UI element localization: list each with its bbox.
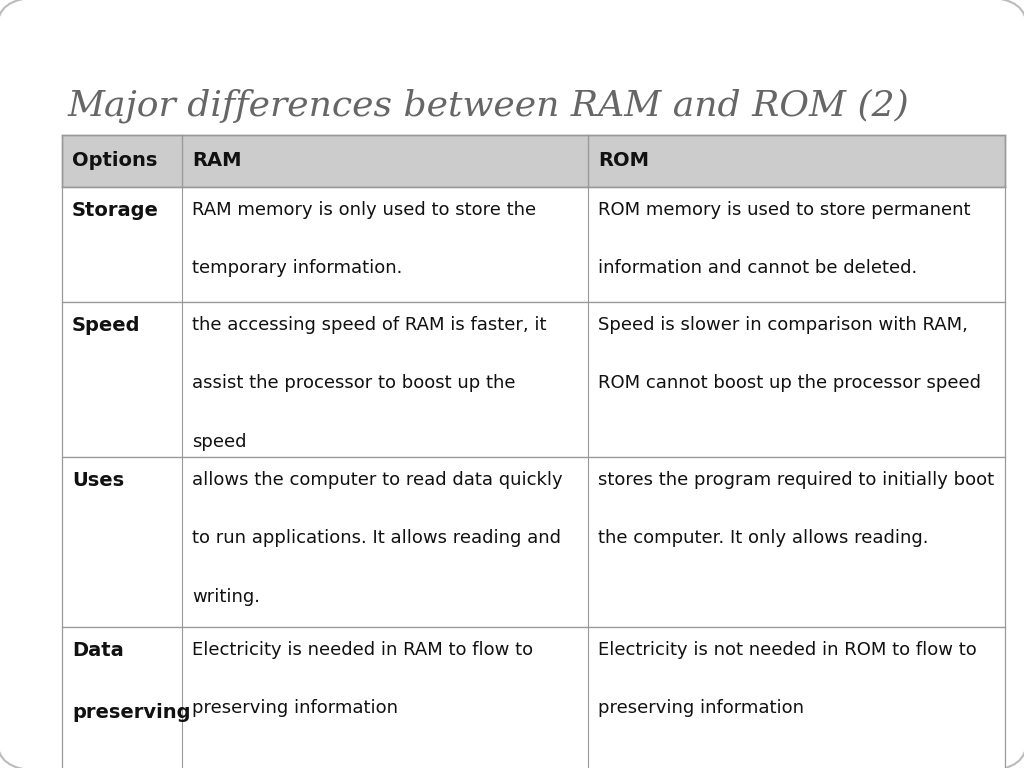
Text: Speed: Speed <box>72 316 140 335</box>
Text: Uses: Uses <box>72 471 124 490</box>
Text: RAM memory is only used to store the

temporary information.: RAM memory is only used to store the tem… <box>193 201 537 277</box>
Bar <box>62 457 1005 627</box>
Bar <box>62 135 1005 187</box>
Text: Data

preserving: Data preserving <box>72 641 190 722</box>
Bar <box>62 627 1005 768</box>
Text: the accessing speed of RAM is faster, it

assist the processor to boost up the

: the accessing speed of RAM is faster, it… <box>193 316 547 451</box>
Bar <box>62 302 1005 457</box>
Text: Electricity is not needed in ROM to flow to

preserving information: Electricity is not needed in ROM to flow… <box>598 641 977 717</box>
Bar <box>62 187 1005 302</box>
Text: Electricity is needed in RAM to flow to

preserving information: Electricity is needed in RAM to flow to … <box>193 641 534 717</box>
Text: Speed is slower in comparison with RAM,

ROM cannot boost up the processor speed: Speed is slower in comparison with RAM, … <box>598 316 981 392</box>
Text: ROM: ROM <box>598 151 649 170</box>
Text: stores the program required to initially boot

the computer. It only allows read: stores the program required to initially… <box>598 471 994 548</box>
Text: Storage: Storage <box>72 201 159 220</box>
Text: Major differences between RAM and ROM (2): Major differences between RAM and ROM (2… <box>68 88 909 123</box>
Text: ROM memory is used to store permanent

information and cannot be deleted.: ROM memory is used to store permanent in… <box>598 201 971 277</box>
Text: Options: Options <box>72 151 158 170</box>
Text: allows the computer to read data quickly

to run applications. It allows reading: allows the computer to read data quickly… <box>193 471 562 606</box>
Text: RAM: RAM <box>193 151 242 170</box>
